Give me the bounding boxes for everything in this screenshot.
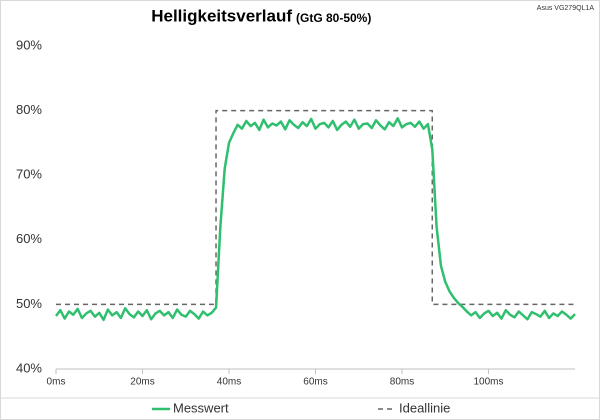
- series-line: [56, 109, 575, 306]
- y-tick-label: 70%: [16, 167, 42, 182]
- x-tick-label: 100ms: [473, 377, 503, 388]
- x-tick-label: 80ms: [390, 377, 414, 388]
- legend-label: Messwert: [173, 400, 229, 415]
- chart-subtitle: (GtG 80-50%): [296, 11, 371, 25]
- y-tick-label: 80%: [16, 102, 42, 117]
- x-tick-label: 60ms: [303, 377, 327, 388]
- x-tick-label: 0ms: [47, 377, 66, 388]
- legend-label: Ideallinie: [399, 400, 450, 415]
- y-tick-label: 50%: [16, 296, 42, 311]
- x-tick-label: 20ms: [130, 377, 154, 388]
- y-tick-label: 60%: [16, 231, 42, 246]
- x-tick-label: 40ms: [217, 377, 241, 388]
- y-tick-label: 40%: [16, 360, 42, 375]
- y-tick-label: 90%: [16, 37, 42, 52]
- corner-note: Asus VG279QL1A: [537, 5, 595, 12]
- series-line: [54, 117, 576, 322]
- chart-title: Helligkeitsverlauf: [151, 6, 292, 25]
